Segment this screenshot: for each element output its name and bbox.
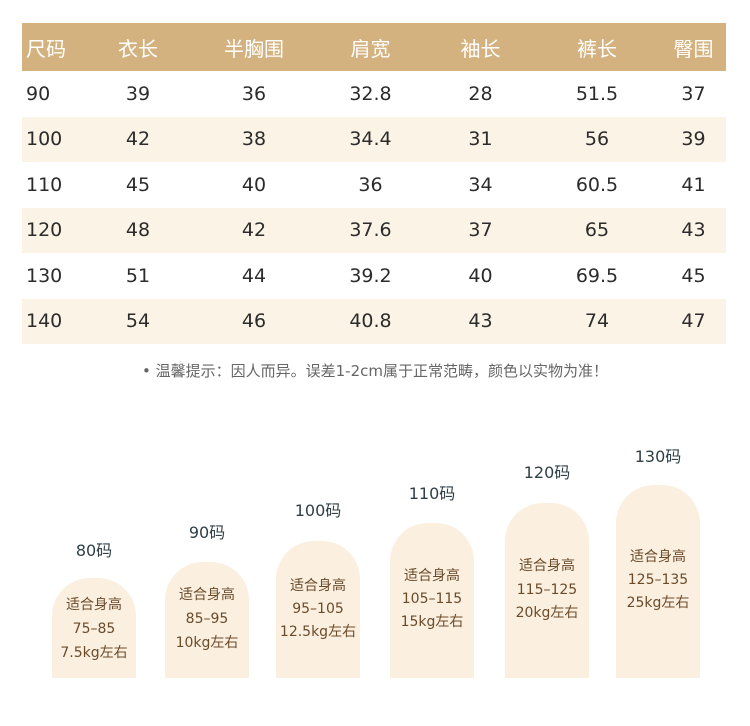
size-label: 100码 bbox=[294, 501, 342, 520]
table-cell: 40 bbox=[468, 264, 493, 287]
size-card: 适合身高 95–105 12.5kg左右 bbox=[276, 541, 360, 678]
header-cell: 裤长 bbox=[577, 36, 617, 61]
size-label: 120码 bbox=[523, 463, 571, 482]
table-cell: 46 bbox=[241, 310, 267, 333]
table-cell: 39 bbox=[125, 82, 151, 105]
table-cell: 32.8 bbox=[349, 82, 392, 105]
table-cell: 36 bbox=[358, 173, 383, 196]
table-cell: 56 bbox=[584, 128, 610, 151]
table-row: 120 48 42 37.6 37 65 43 bbox=[22, 207, 726, 253]
size-card: 适合身高 75–85 7.5kg左右 bbox=[52, 578, 136, 678]
table-cell: 51 bbox=[125, 264, 151, 287]
table-cell: 31 bbox=[468, 128, 493, 151]
header-cell: 肩宽 bbox=[350, 36, 391, 61]
height-range: 125–135 bbox=[627, 572, 689, 588]
size-card: 适合身高 105–115 15kg左右 bbox=[390, 523, 474, 678]
height-range: 95–105 bbox=[292, 601, 344, 617]
table-cell: 100 bbox=[26, 128, 63, 151]
table-cell: 69.5 bbox=[575, 264, 619, 287]
table-cell: 43 bbox=[468, 310, 493, 333]
size-label: 110码 bbox=[408, 484, 456, 503]
height-caption: 适合身高 bbox=[519, 558, 575, 574]
size-label: 130码 bbox=[634, 447, 682, 466]
header-cell: 衣长 bbox=[118, 36, 158, 61]
table-cell: 120 bbox=[26, 219, 63, 242]
table-cell: 65 bbox=[584, 219, 610, 242]
table-cell: 110 bbox=[26, 173, 63, 196]
table-cell: 51.5 bbox=[575, 82, 619, 105]
table-cell: 39.2 bbox=[349, 264, 392, 287]
table-row: 110 45 40 36 34 60.5 41 bbox=[22, 162, 726, 208]
height-caption: 适合身高 bbox=[66, 597, 122, 613]
table-cell: 45 bbox=[681, 264, 706, 287]
table-cell: 37 bbox=[468, 219, 493, 242]
table-cell: 45 bbox=[125, 173, 151, 196]
weight-text: 20kg左右 bbox=[515, 605, 579, 621]
table-cell: 47 bbox=[681, 310, 706, 333]
table-cell: 37.6 bbox=[349, 219, 392, 242]
height-caption: 适合身高 bbox=[179, 587, 235, 603]
table-cell: 130 bbox=[26, 264, 63, 287]
table-cell: 140 bbox=[26, 310, 63, 333]
height-caption: 适合身高 bbox=[404, 568, 460, 584]
tip-note: • 温馨提示：因人而异。误差1-2cm属于正常范畴，颜色以实物为准！ bbox=[142, 362, 608, 380]
size-label: 80码 bbox=[75, 541, 113, 560]
table-cell: 74 bbox=[584, 310, 610, 333]
table-cell: 28 bbox=[468, 82, 493, 105]
size-card: 适合身高 115–125 20kg左右 bbox=[505, 503, 589, 678]
table-cell: 90 bbox=[26, 82, 51, 105]
table-cell: 44 bbox=[241, 264, 267, 287]
height-range: 85–95 bbox=[185, 611, 229, 627]
table-cell: 39 bbox=[681, 128, 706, 151]
table-cell: 42 bbox=[241, 219, 267, 242]
size-card: 适合身高 85–95 10kg左右 bbox=[165, 562, 249, 678]
size-card: 适合身高 125–135 25kg左右 bbox=[616, 485, 700, 678]
height-caption: 适合身高 bbox=[630, 549, 686, 565]
table-cell: 42 bbox=[125, 128, 151, 151]
table-cell: 40 bbox=[241, 173, 267, 196]
header-cell: 臀围 bbox=[673, 36, 714, 61]
table-cell: 41 bbox=[681, 173, 706, 196]
header-cell: 尺码 bbox=[26, 36, 66, 61]
table-cell: 54 bbox=[125, 310, 151, 333]
table-row: 140 54 46 40.8 43 74 47 bbox=[22, 298, 726, 344]
height-range: 75–85 bbox=[72, 621, 116, 637]
weight-text: 25kg左右 bbox=[626, 595, 690, 611]
table-row: 100 42 38 34.4 31 56 39 bbox=[22, 116, 726, 162]
size-table: 尺码 衣长 半胸围 肩宽 袖长 裤长 臀围 90 39 36 32.8 28 5… bbox=[22, 23, 726, 344]
table-cell: 34.4 bbox=[349, 128, 392, 151]
table-cell: 48 bbox=[125, 219, 151, 242]
header-cell: 袖长 bbox=[460, 36, 501, 61]
table-cell: 38 bbox=[241, 128, 267, 151]
table-row: 90 39 36 32.8 28 51.5 37 bbox=[22, 71, 726, 117]
table-row: 130 51 44 39.2 40 69.5 45 bbox=[22, 253, 726, 299]
header-cell: 半胸围 bbox=[224, 36, 284, 61]
height-range: 115–125 bbox=[516, 582, 578, 598]
table-cell: 36 bbox=[241, 82, 267, 105]
weight-text: 15kg左右 bbox=[400, 614, 464, 630]
weight-text: 10kg左右 bbox=[175, 635, 239, 651]
table-header: 尺码 衣长 半胸围 肩宽 袖长 裤长 臀围 bbox=[22, 23, 726, 71]
table-cell: 43 bbox=[681, 219, 706, 242]
height-range: 105–115 bbox=[401, 591, 463, 607]
table-cell: 37 bbox=[681, 82, 706, 105]
weight-text: 12.5kg左右 bbox=[279, 624, 357, 640]
height-caption: 适合身高 bbox=[290, 578, 346, 594]
table-cell: 40.8 bbox=[349, 310, 392, 333]
size-label: 90码 bbox=[188, 523, 226, 542]
weight-text: 7.5kg左右 bbox=[60, 645, 128, 661]
table-cell: 60.5 bbox=[575, 173, 619, 196]
table-cell: 34 bbox=[468, 173, 493, 196]
